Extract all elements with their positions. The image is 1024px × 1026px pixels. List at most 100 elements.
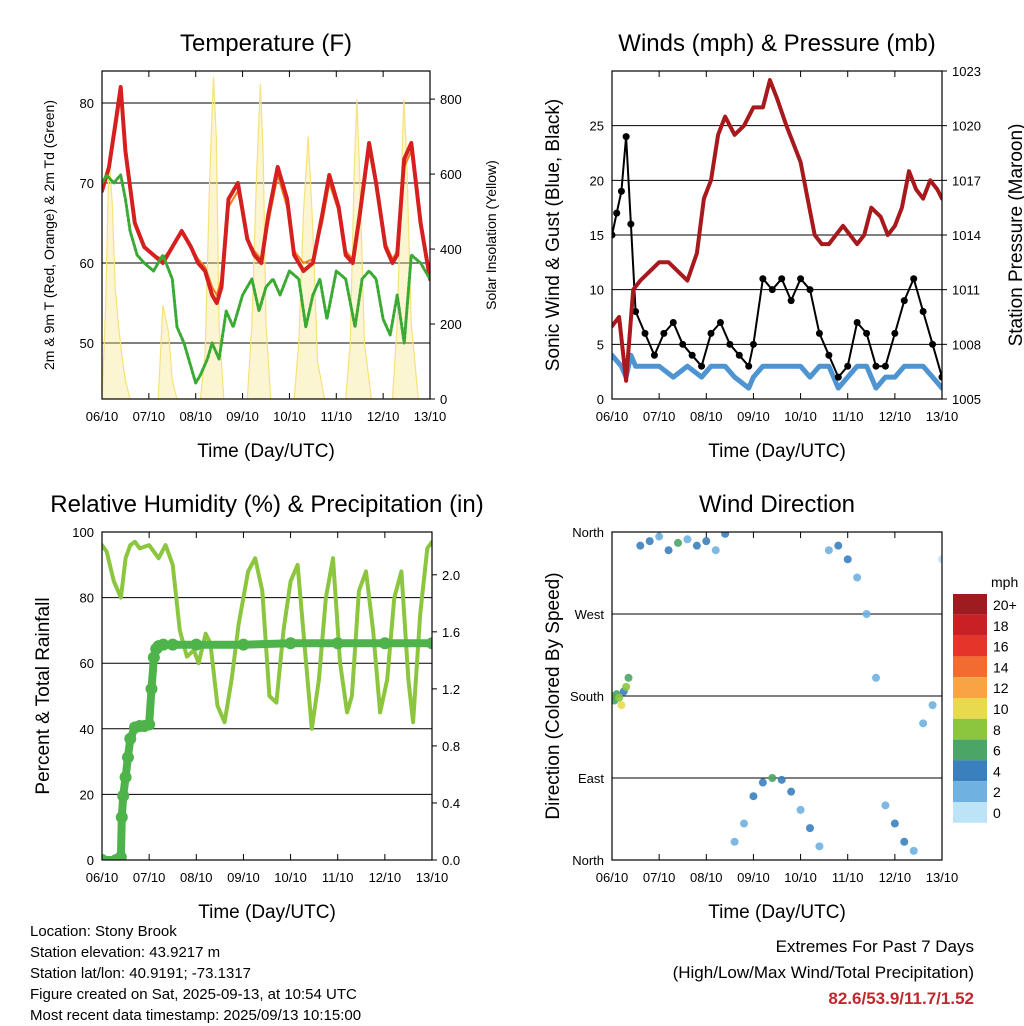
series-gust-point [641,329,649,337]
direction-point [664,546,673,555]
y-tick-label-right: 200 [440,317,462,332]
direction-point [843,555,852,564]
direction-point [862,610,871,618]
extremes-subtitle: (High/Low/Max Wind/Total Precipitation) [672,963,974,982]
series-precip-point [114,851,127,860]
series-precip-point [237,638,250,651]
y-tick-label-right: 0 [440,392,447,407]
direction-point [702,537,711,546]
y-tick-label-right: 0.4 [442,796,460,811]
series-t2m-line [102,85,430,305]
colorbar-swatch [953,802,987,823]
direction-point [919,719,928,728]
extremes-values: 82.6/53.9/11.7/1.52 [828,989,974,1008]
chart-panel-4: Wind Direction Time (Day/UTC) Direction (C… [543,491,1018,923]
location-text: Location: Stony Brook [30,923,177,940]
x-tick-label: 09/10 [737,409,770,424]
y-tick-label: 70 [80,176,94,191]
series-gust-point [612,231,616,239]
y-tick-label: 20 [80,787,94,802]
x-axis-label: Time (Day/UTC) [197,441,335,462]
series-precip-point [143,718,156,731]
series-solar-area [102,76,430,399]
y-tick-label-right: 0.0 [442,853,460,868]
x-tick-label: 09/10 [226,409,259,424]
series-precip-point [157,638,170,651]
colorbar-swatch [953,656,987,678]
direction-point [740,819,748,828]
y-tick-label: 15 [590,228,604,243]
colorbar-swatch [953,781,987,802]
series-gust-point [745,362,753,370]
y-axis-label: Direction (Colored By Speed) [543,572,564,819]
direction-point [872,673,880,682]
x-tick-label: 08/10 [690,409,723,424]
direction-point [938,555,942,564]
extremes-title: Extremes For Past 7 Days [775,937,974,956]
chart-panel-2: Winds (mph) & Pressure (mb) Time (Day/UTC… [543,30,1024,462]
colorbar-label: 12 [993,680,1009,696]
y-tick-label: 20 [590,173,604,188]
y-tick-label-right: 1020 [952,119,981,134]
x-tick-label: 13/10 [414,409,447,424]
colorbar-label: 18 [993,618,1009,634]
y-tick-label: 10 [590,283,604,298]
series-gust-point [632,308,640,316]
colorbar-swatch [953,698,987,719]
colorbar-label: 2 [993,784,1001,800]
colorbar-unit: mph [991,574,1018,590]
series-gust-point [844,362,852,370]
y-tick-label-right: 800 [440,92,462,107]
series-gust-point [806,286,814,294]
colorbar-swatch [953,739,987,761]
chart-title: Temperature (F) [180,30,352,57]
series-gust-point [815,329,823,337]
created-text: Figure created on Sat, 2025-09-13, at 10… [30,986,357,1003]
direction-point [683,535,692,544]
y-tick-label-right: 1011 [952,283,980,298]
x-tick-label: 09/10 [227,870,260,885]
series-gust-point [669,318,677,326]
x-axis-label: Time (Day/UTC) [198,902,336,923]
series-precip-point [284,637,297,650]
series-gust-line [612,135,942,379]
series-layer [102,539,432,860]
series-precip-point [117,789,130,802]
series-gust-point [688,351,696,359]
series-gust-point [698,362,706,370]
colorbar-label: 8 [993,722,1001,738]
x-tick-label: 11/10 [832,409,864,424]
y-tick-label-right: 1008 [952,337,981,352]
y-axis-label-right: Station Pressure (Maroon) [1006,124,1024,347]
colorbar: mph 20+ 18 16 14 12 10 8 6 4 2 0 [953,574,1018,823]
x-tick-label: 09/10 [737,870,770,885]
series-precip-point [145,682,158,695]
x-tick-label: 11/10 [322,870,354,885]
x-tick-label: 07/10 [133,409,166,424]
y-tick-label-right: 400 [440,242,462,257]
x-tick-label: 12/10 [369,870,402,885]
series-gust-point [797,275,805,283]
x-tick-label: 10/10 [784,870,817,885]
y-tick-label: 80 [80,96,94,111]
direction-point [787,787,796,796]
series-wind-line [612,352,942,391]
series-gust-point [938,373,942,381]
colorbar-label: 0 [993,805,1001,821]
direction-point [615,693,624,702]
series-gust-point [825,351,833,359]
series-gust-point [863,329,871,337]
y-tick-label: North [572,853,604,868]
series-gust-point [650,351,658,359]
y-tick-label-right: 1005 [952,392,981,407]
chart-title: Winds (mph) & Pressure (mb) [618,30,935,57]
direction-point [806,824,814,833]
x-tick-label: 11/10 [320,409,352,424]
direction-point [758,778,767,787]
series-gust-point [735,351,743,359]
x-axis-label: Time (Day/UTC) [708,902,846,923]
direction-point [655,532,664,541]
direction-point [796,805,805,814]
latlon-text: Station lat/lon: 40.9191; -73.1317 [30,965,252,982]
